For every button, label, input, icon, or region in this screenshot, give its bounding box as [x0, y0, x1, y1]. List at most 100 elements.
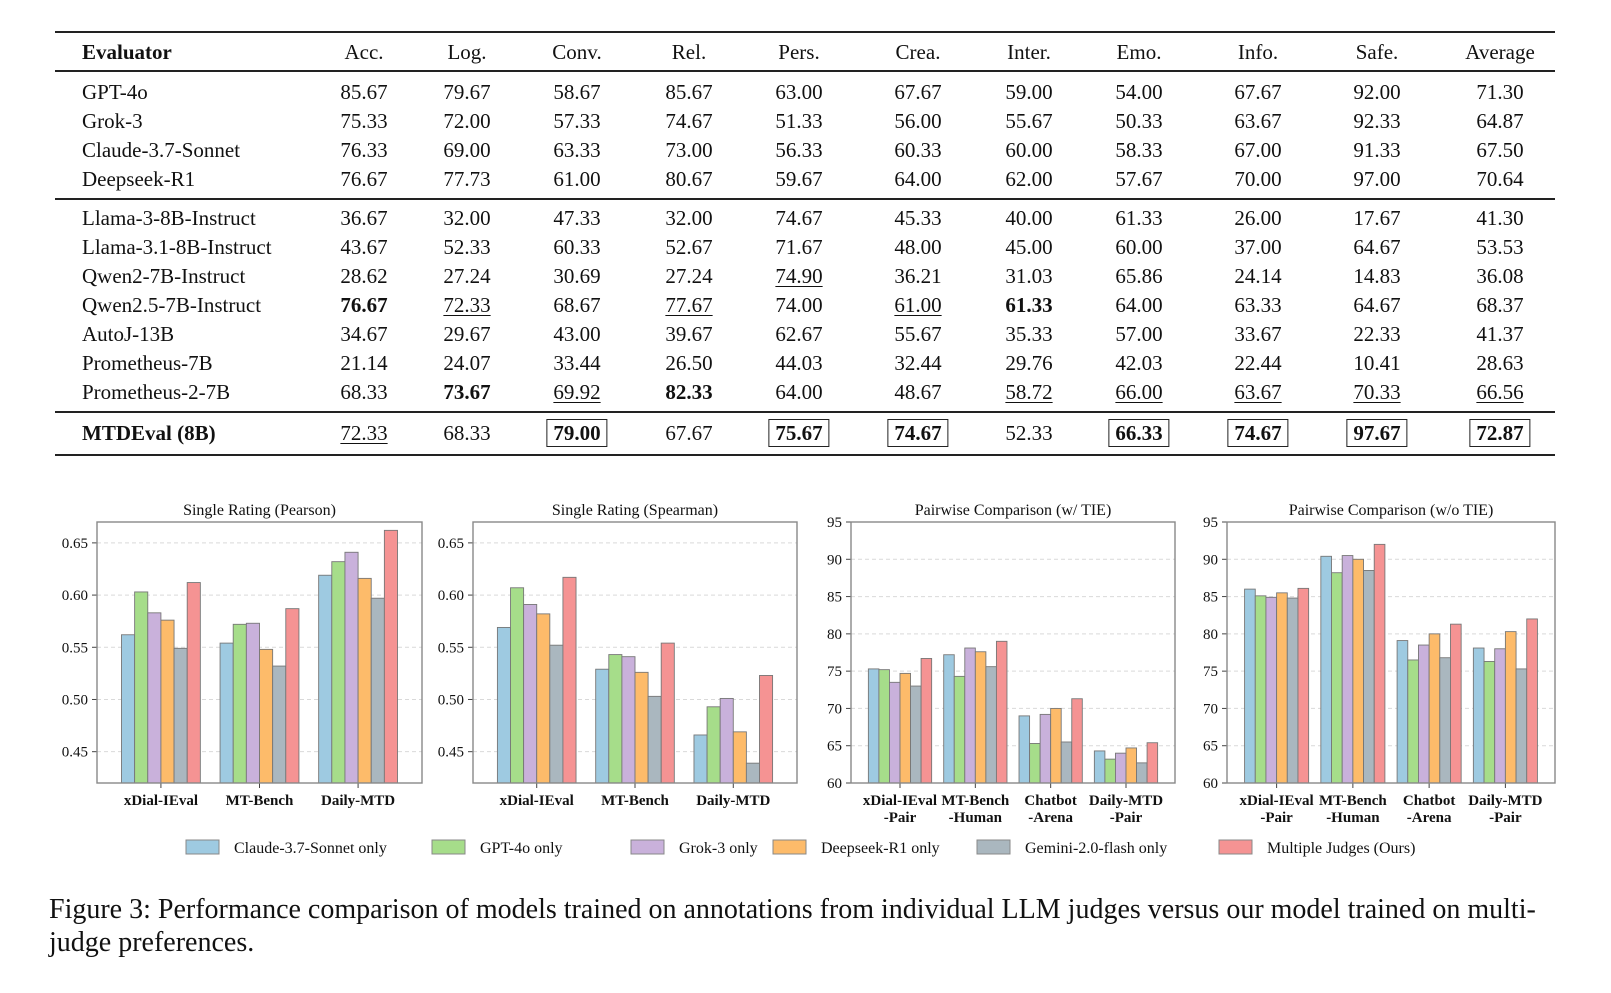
- score-cell: 53.53: [1476, 235, 1524, 259]
- score-cell: 72.00: [443, 109, 491, 133]
- bar: [1050, 707, 1062, 784]
- y-tick-label: 60: [827, 776, 842, 792]
- score-cell: 43.67: [340, 235, 388, 259]
- column-header: Crea.: [895, 40, 941, 64]
- score-cell: 48.00: [894, 235, 942, 259]
- bar: [745, 762, 760, 784]
- score-cell: 73.00: [665, 138, 713, 162]
- score-cell: 27.24: [443, 264, 491, 288]
- bar: [899, 672, 912, 784]
- score-cell: 47.33: [553, 206, 601, 230]
- bar: [562, 576, 577, 784]
- score-cell: 76.67: [340, 293, 388, 317]
- y-tick-label: 80: [827, 627, 842, 643]
- score-cell: 59.00: [1005, 80, 1053, 104]
- evaluator-name: Llama-3-8B-Instruct: [82, 206, 256, 230]
- bar: [759, 675, 774, 784]
- score-cell: 60.33: [553, 235, 601, 259]
- score-cell: 55.67: [1005, 109, 1053, 133]
- score-cell: 64.87: [1476, 109, 1524, 133]
- score-cell: 74.67: [775, 206, 823, 230]
- x-tick-label: -Pair: [884, 810, 917, 826]
- bar: [186, 582, 201, 784]
- score-cell: 82.33: [665, 380, 713, 404]
- score-cell: 61.33: [1005, 293, 1053, 317]
- score-cell: 97.00: [1353, 167, 1401, 191]
- bar: [1341, 555, 1354, 784]
- x-tick-label: -Pair: [1260, 810, 1293, 826]
- y-tick-label: 0.55: [438, 640, 464, 656]
- score-cell: 75.33: [340, 109, 388, 133]
- column-header: Info.: [1237, 40, 1279, 64]
- bar: [732, 731, 747, 784]
- y-tick-label: 85: [1203, 590, 1218, 606]
- bottom-rule: [55, 454, 1555, 456]
- bar: [219, 642, 234, 784]
- bar: [1018, 715, 1031, 784]
- score-cell: 65.86: [1115, 264, 1163, 288]
- column-header: Rel.: [671, 40, 707, 64]
- score-cell: 92.33: [1353, 109, 1401, 133]
- bar: [1254, 595, 1267, 784]
- evaluator-name: Grok-3: [82, 109, 143, 133]
- bar: [1244, 588, 1256, 784]
- bar: [1407, 659, 1419, 784]
- score-cell: 66.56: [1476, 380, 1524, 404]
- score-cell: 37.00: [1234, 235, 1282, 259]
- y-tick-label: 65: [827, 739, 842, 755]
- score-cell: 68.37: [1476, 293, 1524, 317]
- y-tick-label: 0.50: [438, 692, 464, 708]
- score-cell: 26.00: [1234, 206, 1282, 230]
- plot-frame: [1226, 521, 1556, 784]
- bar: [272, 665, 287, 784]
- score-cell: 60.00: [1005, 138, 1053, 162]
- x-tick-label: -Arena: [1407, 810, 1452, 826]
- bar: [370, 597, 385, 784]
- score-cell: 60.00: [1115, 235, 1163, 259]
- bar: [232, 623, 247, 784]
- score-cell: 45.00: [1005, 235, 1053, 259]
- bar: [1320, 555, 1332, 784]
- score-cell: 64.67: [1353, 235, 1401, 259]
- bar: [1483, 660, 1496, 784]
- x-tick-label: Daily-MTD: [1468, 793, 1542, 809]
- score-cell: 56.00: [894, 109, 942, 133]
- y-tick-label: 0.45: [438, 745, 464, 761]
- score-cell: 54.00: [1115, 80, 1163, 104]
- score-cell: 24.07: [443, 351, 491, 375]
- chart-title: Single Rating (Pearson): [183, 502, 336, 519]
- score-cell: 33.44: [553, 351, 601, 375]
- bar: [1276, 592, 1288, 784]
- score-cell: 79.00: [546, 419, 608, 447]
- score-cell: 29.67: [443, 322, 491, 346]
- bar: [910, 685, 922, 784]
- score-cell: 48.67: [894, 380, 942, 404]
- score-cell: 71.67: [775, 235, 823, 259]
- x-tick-label: -Pair: [1110, 810, 1143, 826]
- bar: [1060, 741, 1073, 784]
- score-cell: 74.90: [775, 264, 823, 288]
- score-cell: 70.00: [1234, 167, 1282, 191]
- score-cell: 72.87: [1469, 419, 1531, 447]
- score-cell: 55.67: [894, 322, 942, 346]
- score-cell: 67.50: [1476, 138, 1524, 162]
- bar: [621, 656, 636, 784]
- chart-title: Pairwise Comparison (w/o TIE): [1289, 502, 1494, 519]
- bar: [953, 675, 966, 784]
- score-cell: 21.14: [340, 351, 388, 375]
- score-cell: 36.21: [894, 264, 942, 288]
- score-cell: 31.03: [1005, 264, 1053, 288]
- bar: [1286, 597, 1299, 784]
- score-cell: 67.00: [1234, 138, 1282, 162]
- score-cell: 59.67: [775, 167, 823, 191]
- bar: [889, 681, 901, 784]
- x-tick-label: -Arena: [1028, 810, 1073, 826]
- score-cell: 92.00: [1353, 80, 1401, 104]
- score-cell: 17.67: [1353, 206, 1401, 230]
- bar: [693, 734, 708, 784]
- bar: [245, 622, 260, 784]
- score-cell: 60.33: [894, 138, 942, 162]
- y-tick-label: 0.50: [62, 692, 88, 708]
- legend-swatch: [1218, 839, 1253, 855]
- score-cell: 45.33: [894, 206, 942, 230]
